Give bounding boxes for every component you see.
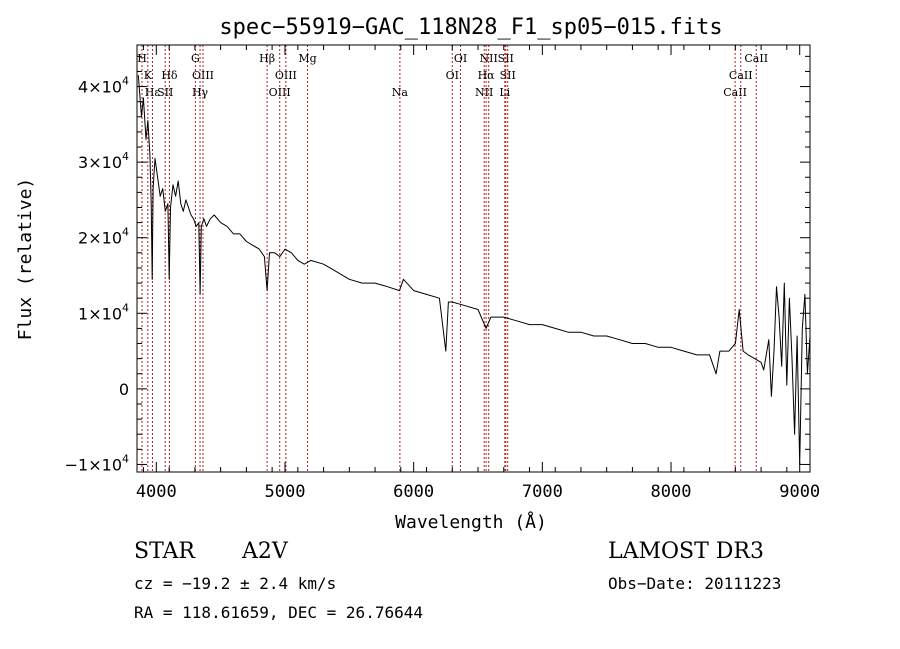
line-label-18: SII	[498, 52, 514, 65]
x-tick-label-6000: 6000	[393, 482, 434, 502]
line-label-23: CaII	[744, 52, 768, 65]
flux-series-0	[137, 75, 811, 465]
line-label-16: NII	[480, 52, 498, 65]
line-label-11: Mg	[298, 52, 316, 65]
y-tick-label-0: 0	[119, 380, 129, 399]
x-tick-label-4000: 4000	[136, 482, 177, 502]
spectral-line-markers: HKHεSIIHδGOIIIHγHβOIIIOIIIMgNaOIOINIINII…	[137, 45, 768, 472]
line-label-13: OI	[446, 69, 459, 82]
y-tick-label-20000: 2×104	[78, 226, 129, 248]
x-tick-label-9000: 9000	[779, 482, 820, 502]
y-axis-label: Flux (relative)	[15, 178, 36, 341]
line-label-1: K	[144, 69, 153, 82]
chart-title: spec−55919−GAC_118N28_F1_sp05−015.fits	[219, 15, 722, 40]
line-label-10: OIII	[275, 69, 297, 82]
line-label-20: Li	[499, 86, 510, 99]
line-label-15: NII	[475, 86, 493, 99]
line-label-22: CaII	[729, 69, 753, 82]
line-label-2: Hε	[145, 86, 161, 99]
observation-date: Obs−Date: 20111223	[608, 574, 782, 593]
flux-series-group	[137, 75, 811, 465]
line-label-0: H	[137, 52, 147, 65]
line-label-7: Hγ	[192, 86, 209, 99]
x-tick-labels: 4000 5000 6000 7000 8000 9000	[136, 482, 820, 502]
y-tick-label-10000: 1×104	[78, 301, 129, 323]
plot-frame	[136, 44, 811, 473]
line-label-19: SII	[500, 69, 516, 82]
line-label-12: Na	[392, 86, 409, 99]
line-label-17: Hα	[478, 69, 496, 82]
spectrum-chart: spec−55919−GAC_118N28_F1_sp05−015.fits H…	[15, 15, 820, 533]
line-label-3: SII	[157, 86, 173, 99]
y-tick-labels: −1×104 0 1×104 2×104 3×104 4×104	[65, 75, 129, 475]
line-label-9: OIII	[269, 86, 291, 99]
x-tick-label-8000: 8000	[651, 482, 692, 502]
axis-ticks	[137, 45, 810, 472]
x-axis-label: Wavelength (Å)	[395, 511, 547, 533]
line-label-5: G	[191, 52, 200, 65]
x-tick-label-5000: 5000	[265, 482, 306, 502]
redshift-cz: cz = −19.2 ± 2.4 km/s	[134, 574, 337, 593]
line-label-4: Hδ	[161, 69, 178, 82]
y-tick-label-40000: 4×104	[78, 75, 129, 97]
object-subclass: A2V	[242, 539, 288, 564]
line-label-21: CaII	[723, 86, 747, 99]
y-tick-label-30000: 3×104	[78, 150, 129, 172]
object-class: STAR	[134, 539, 195, 564]
ra-dec-coordinates: RA = 118.61659, DEC = 26.76644	[134, 603, 423, 622]
survey-name: LAMOST DR3	[608, 539, 764, 564]
y-tick-label--10000: −1×104	[65, 452, 129, 474]
line-label-6: OIII	[192, 69, 214, 82]
line-label-14: OI	[454, 52, 467, 65]
line-label-8: Hβ	[259, 52, 275, 65]
x-tick-label-7000: 7000	[522, 482, 563, 502]
